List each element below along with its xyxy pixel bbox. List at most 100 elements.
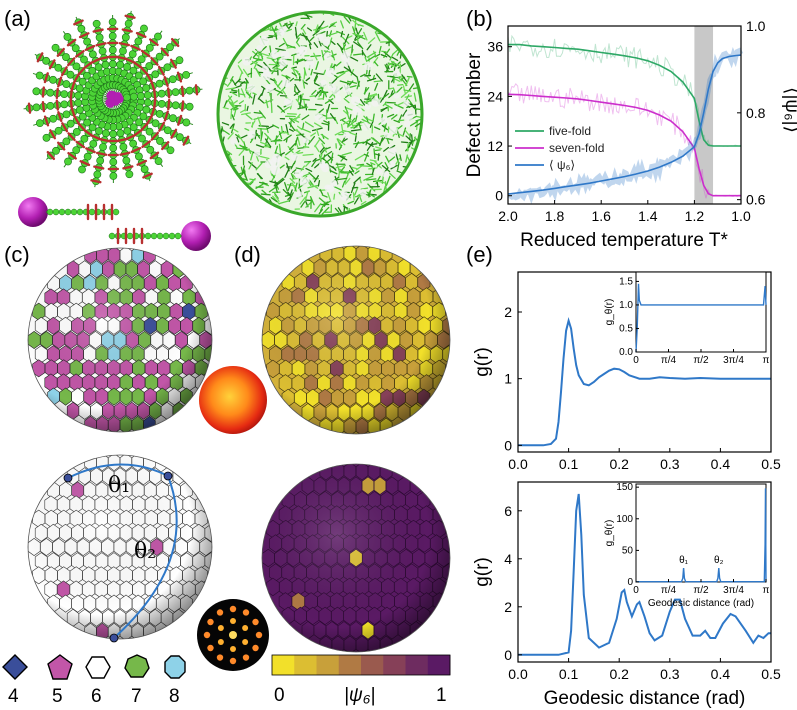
aggregate-stroke: [391, 56, 399, 62]
aggregate-stroke: [321, 49, 325, 61]
aggregate-stroke: [321, 122, 330, 126]
aggregate-stroke: [349, 70, 358, 78]
micelle-side-group: [84, 44, 96, 51]
micelle-core-bead: [113, 92, 122, 101]
aggregate-stroke: [358, 122, 362, 131]
colorbar-segment: [405, 655, 429, 675]
micelle-side-group: [69, 97, 73, 110]
aggregate-stroke: [238, 93, 246, 96]
aggregate-stroke: [373, 61, 379, 67]
micelle-side-group: [83, 129, 94, 137]
aggregate-stroke: [318, 91, 322, 98]
molecule-bead: [112, 208, 120, 216]
aggregate-stroke: [336, 30, 346, 36]
aggregate-stroke: [414, 108, 422, 111]
aggregate-stroke: [368, 167, 378, 170]
micelle-bead: [154, 157, 163, 165]
aggregate-stroke: [314, 144, 320, 153]
aggregate-stroke: [261, 189, 267, 195]
gr-curve: [518, 493, 771, 656]
aggregate-stroke: [246, 105, 249, 112]
aggregate-stroke: [360, 200, 367, 205]
aggregate-stroke: [353, 121, 362, 129]
aggregate-stroke: [404, 128, 411, 137]
aggregate-stroke: [364, 56, 368, 63]
aggregate-stroke: [295, 69, 302, 78]
aggregate-stroke: [399, 154, 402, 162]
aggregate-stroke: [415, 115, 422, 119]
micelle-bead: [88, 123, 97, 132]
aggregate-stroke: [288, 23, 293, 29]
aggregate-stroke: [352, 192, 355, 201]
micelle-bead: [128, 50, 137, 59]
inset-y-label: g_θ(r): [604, 520, 615, 547]
aggregate-stroke: [388, 156, 396, 162]
x-tick-label: 0.4: [711, 456, 731, 472]
micelle-side-group: [79, 160, 91, 167]
aggregate-gap: [327, 83, 335, 91]
inset-peak-label: θ₁: [679, 555, 689, 566]
diffraction-outer-spot: [207, 618, 214, 626]
aggregate-stroke: [395, 157, 401, 165]
aggregate-stroke: [304, 160, 312, 163]
coord4-label: 4: [8, 686, 19, 707]
micelle-side-group: [78, 32, 90, 39]
aggregate-stroke: [299, 196, 307, 205]
y-tick-label: 6: [504, 503, 512, 519]
aggregate-stroke: [225, 95, 233, 104]
aggregate-stroke: [286, 184, 297, 187]
micelle-bead: [95, 33, 104, 42]
micelle-bead: [171, 88, 180, 97]
aggregate-stroke: [337, 154, 345, 158]
micelle-side-group: [67, 151, 77, 160]
aggregate-stroke: [367, 37, 376, 44]
aggregate-stroke: [255, 144, 265, 148]
aggregate-stroke: [319, 146, 325, 153]
aggregate-stroke: [383, 122, 387, 132]
y-tick-label: 24: [487, 88, 503, 104]
aggregate-stroke: [291, 169, 297, 174]
micelle-side-group: [135, 31, 147, 38]
aggregate-stroke: [251, 60, 258, 66]
aggregate-stroke: [339, 80, 350, 85]
aggregate-stroke: [383, 146, 390, 152]
micelle-side-group: [163, 75, 169, 87]
theta1-label: θ₁: [108, 473, 130, 498]
sphere-outline: [261, 463, 451, 653]
micelle-bead: [49, 114, 58, 123]
aggregate-stroke: [345, 109, 350, 120]
aggregate-stroke: [274, 25, 278, 32]
aggregate-stroke: [259, 155, 270, 160]
micelle-side-group: [124, 14, 136, 19]
aggregate-gap: [295, 191, 303, 198]
aggregate-stroke: [372, 113, 375, 122]
aggregate-stroke: [278, 200, 290, 205]
micelle-side-group: [181, 100, 185, 112]
micelle-bead: [145, 62, 154, 70]
aggregate-gap: [304, 59, 315, 69]
aggregate-stroke: [271, 27, 278, 37]
diffraction-inner-spot: [217, 625, 224, 631]
aggregate-stroke: [363, 87, 370, 95]
aggregate-stroke: [330, 40, 336, 46]
theta1-arc: [67, 463, 169, 479]
aggregate-stroke: [354, 35, 358, 41]
colorbar-max-label: 1: [436, 685, 447, 706]
aggregate-stroke: [256, 51, 264, 58]
aggregate-stroke: [377, 153, 380, 161]
aggregate-stroke: [239, 144, 248, 151]
micelle-bead: [143, 98, 152, 107]
aggregate-stroke: [294, 113, 301, 122]
micelle-side-group: [77, 66, 86, 76]
diffraction-outer-spot: [207, 644, 214, 652]
aggregate-stroke: [291, 66, 298, 69]
aggregate-stroke: [364, 151, 369, 162]
aggregate-stroke: [301, 114, 310, 121]
aggregate-stroke: [305, 35, 312, 46]
micelle-bead: [163, 63, 172, 72]
micelle-bead: [185, 102, 194, 111]
aggregate-stroke: [247, 178, 256, 186]
micelle-bead: [108, 60, 117, 68]
aggregate-stroke: [342, 130, 352, 133]
aggregate-stroke: [243, 171, 248, 181]
